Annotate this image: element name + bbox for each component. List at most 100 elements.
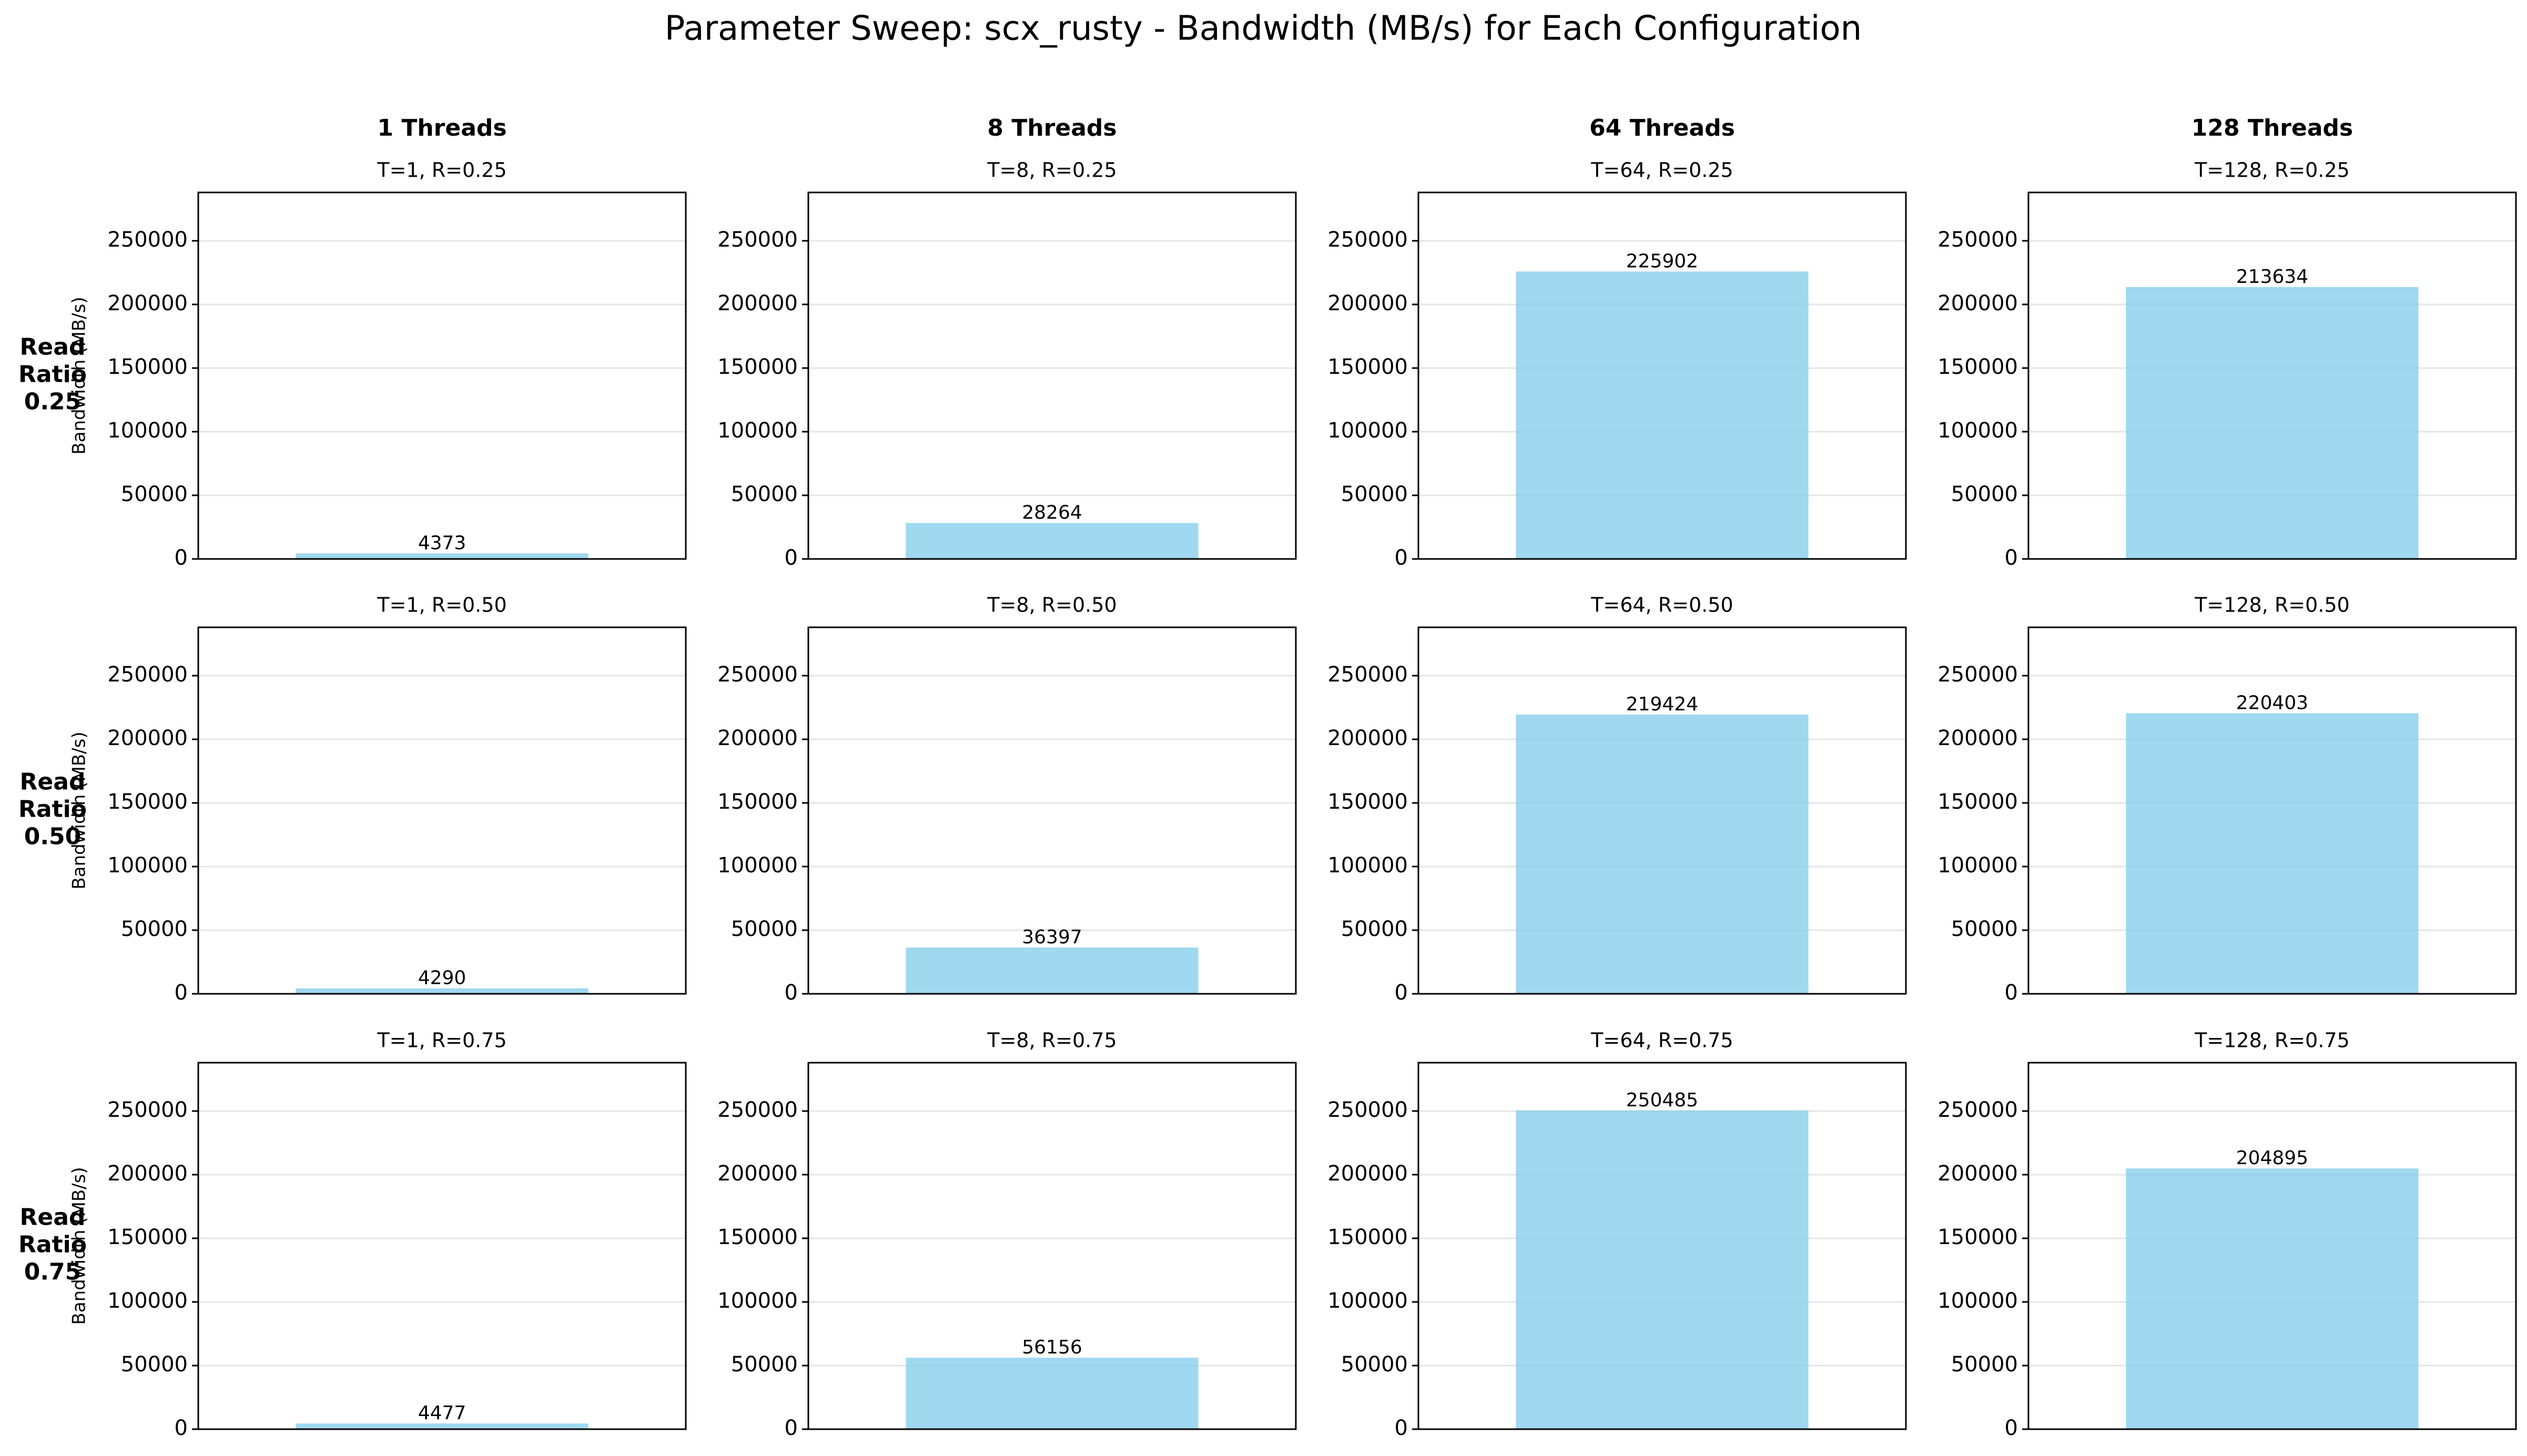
subplot: T=128, R=0.25 0 50000 100000 150000 200000 250… xyxy=(1937,159,2517,570)
y-tick-label: 150000 xyxy=(717,355,798,379)
bar-value-label: 219424 xyxy=(1626,694,1698,715)
row-header-line: Ratio xyxy=(18,361,87,388)
y-tick-label: 0 xyxy=(1395,1416,1408,1440)
subplot: T=1, R=0.75 0 50000 100000 150000 200000 25000… xyxy=(107,1029,687,1440)
row-header-line: 0.50 xyxy=(24,823,82,850)
column-header: 8 Threads xyxy=(987,115,1117,141)
y-tick-label: 250000 xyxy=(1937,1098,2018,1122)
subplot-title: T=128, R=0.50 xyxy=(2194,594,2350,617)
subplot-title: T=64, R=0.25 xyxy=(1590,159,1733,182)
y-tick-label: 200000 xyxy=(107,1162,188,1186)
y-tick-label: 0 xyxy=(785,1416,798,1440)
y-tick-label: 250000 xyxy=(1937,228,2018,252)
y-tick-label: 0 xyxy=(1395,981,1408,1005)
y-tick-label: 100000 xyxy=(107,853,188,878)
y-axis-label: Bandwidth (MB/s) xyxy=(69,1167,90,1325)
axes-frame xyxy=(1417,626,1907,995)
bar-value-label: 225902 xyxy=(1626,250,1698,272)
y-tick-label: 200000 xyxy=(107,291,188,315)
y-tick-label: 200000 xyxy=(1937,726,2018,750)
y-tick-label: 50000 xyxy=(1341,917,1408,941)
subplot-title: T=64, R=0.75 xyxy=(1590,1029,1733,1052)
bar xyxy=(296,553,588,559)
y-tick-label: 0 xyxy=(785,981,798,1005)
y-tick-label: 100000 xyxy=(107,1289,188,1313)
y-tick-label: 100000 xyxy=(1937,419,2018,443)
y-tick-label: 50000 xyxy=(121,917,188,941)
y-tick-label: 200000 xyxy=(717,291,798,315)
panel-headers: 1 Threads 8 Threads 64 Threads 128 Threads R… xyxy=(18,115,2353,1325)
axes-frame xyxy=(2027,626,2517,995)
subplot: T=128, R=0.75 0 50000 100000 150000 200000 250… xyxy=(1937,1029,2517,1440)
subplot-title: T=1, R=0.25 xyxy=(377,159,506,182)
y-tick-label: 50000 xyxy=(121,1352,188,1377)
bar xyxy=(296,1423,588,1429)
axes-frame xyxy=(2027,191,2517,560)
y-tick-label: 150000 xyxy=(1937,1225,2018,1249)
y-tick-label: 250000 xyxy=(1327,1098,1408,1122)
axes-frame xyxy=(807,1062,1297,1430)
y-tick-label: 50000 xyxy=(1951,482,2018,506)
subplot-title: T=64, R=0.50 xyxy=(1590,594,1733,617)
y-tick-label: 150000 xyxy=(717,1225,798,1249)
y-tick-label: 250000 xyxy=(107,663,188,687)
figure-title: Parameter Sweep: scx_rusty - Bandwidth (… xyxy=(665,9,1862,48)
column-header: 128 Threads xyxy=(2191,115,2353,141)
y-tick-label: 150000 xyxy=(1937,790,2018,814)
y-tick-label: 150000 xyxy=(107,355,188,379)
panel-grid: T=1, R=0.25 0 50000 100000 150000 200000 25000… xyxy=(107,159,2517,1440)
bar xyxy=(906,947,1199,994)
y-tick-label: 150000 xyxy=(1937,355,2018,379)
row-header-line: Ratio xyxy=(18,796,87,823)
y-tick-label: 250000 xyxy=(717,663,798,687)
y-tick-label: 200000 xyxy=(717,1162,798,1186)
y-tick-label: 250000 xyxy=(107,228,188,252)
bar xyxy=(2126,713,2419,994)
subplot: T=64, R=0.50 0 50000 100000 150000 200000 2500… xyxy=(1327,594,1907,1005)
y-tick-label: 150000 xyxy=(1327,1225,1408,1249)
y-tick-label: 0 xyxy=(785,546,798,570)
y-tick-label: 100000 xyxy=(717,853,798,878)
y-tick-label: 100000 xyxy=(1937,853,2018,878)
subplot-title: T=8, R=0.75 xyxy=(987,1029,1117,1052)
y-tick-label: 0 xyxy=(175,981,188,1005)
y-tick-label: 150000 xyxy=(717,790,798,814)
bar xyxy=(1516,1110,1809,1429)
y-tick-label: 250000 xyxy=(1327,663,1408,687)
axes-frame xyxy=(1417,191,1907,560)
bar-value-label: 220403 xyxy=(2236,693,2308,714)
bar-value-label: 4290 xyxy=(418,968,466,989)
bar-value-label: 204895 xyxy=(2236,1147,2308,1169)
subplot-title: T=128, R=0.75 xyxy=(2194,1029,2350,1052)
y-tick-label: 200000 xyxy=(1327,1162,1408,1186)
axes-frame xyxy=(1417,1062,1907,1430)
y-tick-label: 150000 xyxy=(107,790,188,814)
bar-value-label: 250485 xyxy=(1626,1090,1698,1111)
subplot-title: T=8, R=0.25 xyxy=(987,159,1117,182)
y-tick-label: 50000 xyxy=(731,482,798,506)
row-header-line: 0.25 xyxy=(24,389,82,415)
y-tick-label: 0 xyxy=(175,546,188,570)
y-tick-label: 200000 xyxy=(1937,1162,2018,1186)
y-tick-label: 50000 xyxy=(1341,482,1408,506)
y-tick-label: 150000 xyxy=(1327,790,1408,814)
y-tick-label: 200000 xyxy=(1327,291,1408,315)
y-axis-label: Bandwidth (MB/s) xyxy=(69,731,90,889)
y-tick-label: 50000 xyxy=(1951,1352,2018,1377)
bar xyxy=(296,988,588,994)
y-tick-label: 150000 xyxy=(1327,355,1408,379)
bar-value-label: 56156 xyxy=(1022,1337,1082,1358)
bar xyxy=(1516,714,1809,994)
y-tick-label: 50000 xyxy=(1341,1352,1408,1377)
subplot-title: T=8, R=0.50 xyxy=(987,594,1117,617)
y-axis-label: Bandwidth (MB/s) xyxy=(69,297,90,454)
bar xyxy=(1516,271,1809,559)
y-tick-label: 0 xyxy=(2005,546,2018,570)
bar-value-label: 4373 xyxy=(418,532,466,554)
bar xyxy=(2126,287,2419,559)
